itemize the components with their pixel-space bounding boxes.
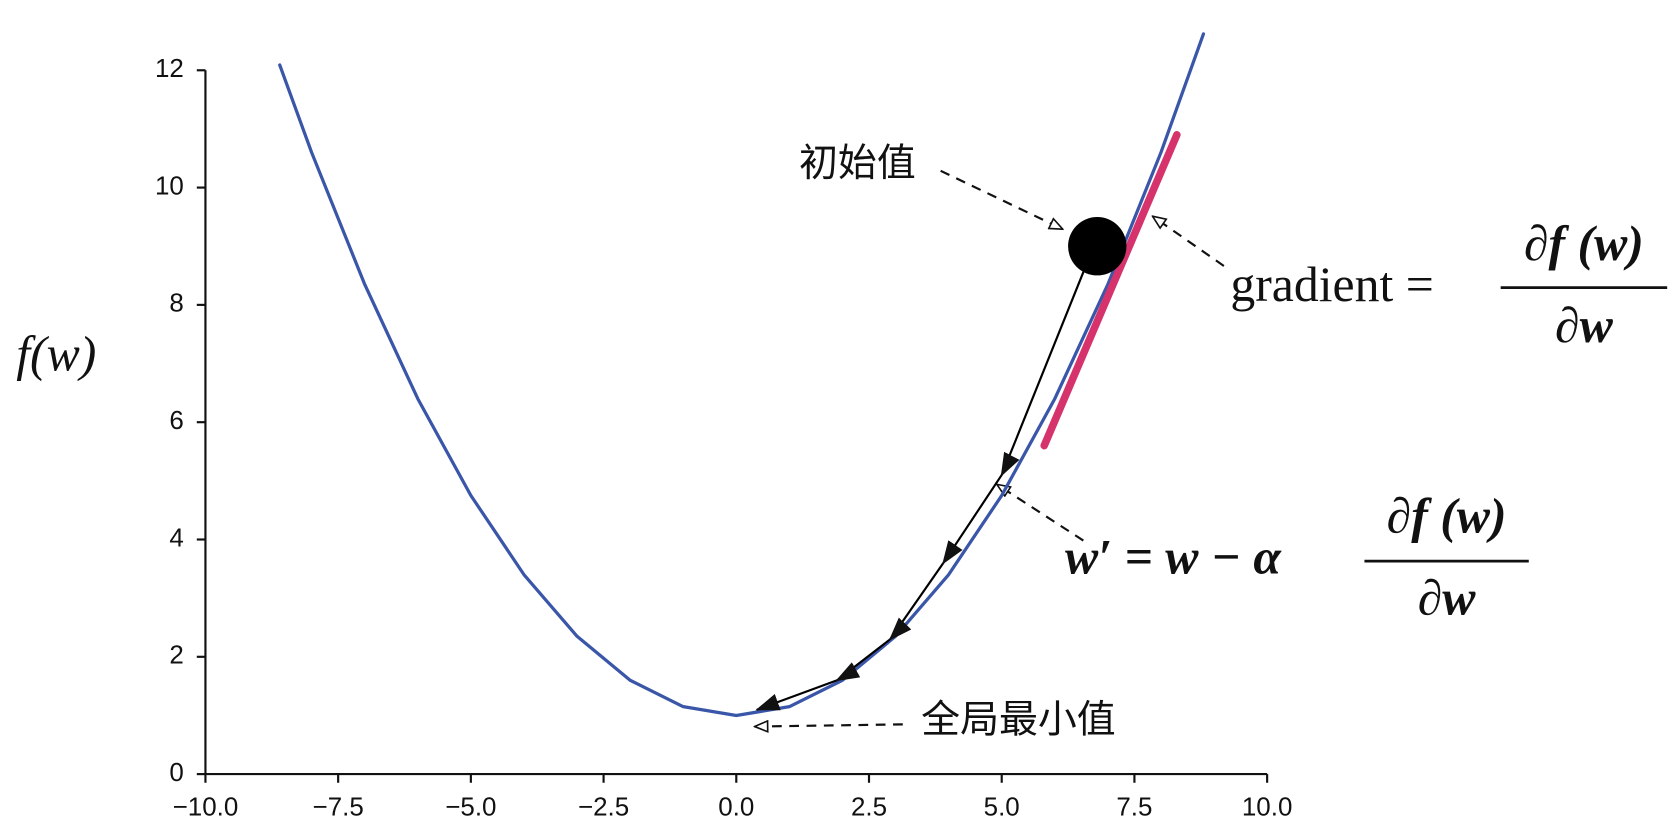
x-tick-label: −10.0 (173, 794, 239, 822)
annotation: ∂f (w) (1524, 216, 1644, 271)
annotation: ∂f (w) (1387, 489, 1507, 544)
x-tick-label: 5.0 (984, 794, 1020, 822)
y-tick-label: 2 (169, 642, 183, 670)
annotation: 全局最小值 (921, 698, 1116, 743)
annotation: ∂w (1418, 571, 1477, 626)
y-tick-label: 10 (155, 172, 184, 200)
annotation: gradient = (1230, 257, 1433, 312)
annotation: ∂w (1555, 298, 1614, 353)
x-tick-label: −7.5 (313, 794, 364, 822)
y-tick-label: 8 (169, 290, 183, 318)
x-tick-label: 10.0 (1242, 794, 1292, 822)
x-tick-label: 7.5 (1116, 794, 1152, 822)
x-tick-label: −2.5 (578, 794, 629, 822)
line (755, 262, 1088, 711)
annotation-arrow (940, 169, 1063, 231)
y-tick-label: 0 (169, 759, 183, 787)
annotation-arrow (1153, 216, 1225, 267)
x-tick-label: 2.5 (851, 794, 887, 822)
annotation: w′ = w − α (1065, 530, 1282, 585)
annotation-arrow (755, 724, 903, 726)
y-tick-label: 4 (169, 524, 183, 552)
y-tick-label: 6 (169, 407, 183, 435)
line (278, 32, 1206, 718)
y-axis-label: f(w) (16, 326, 96, 381)
y-tick-label: 12 (155, 55, 184, 83)
x-tick-label: −5.0 (445, 794, 496, 822)
line (1040, 131, 1181, 450)
point (1068, 217, 1127, 276)
x-tick-label: 0.0 (718, 794, 754, 822)
annotation: 初始值 (799, 141, 916, 186)
